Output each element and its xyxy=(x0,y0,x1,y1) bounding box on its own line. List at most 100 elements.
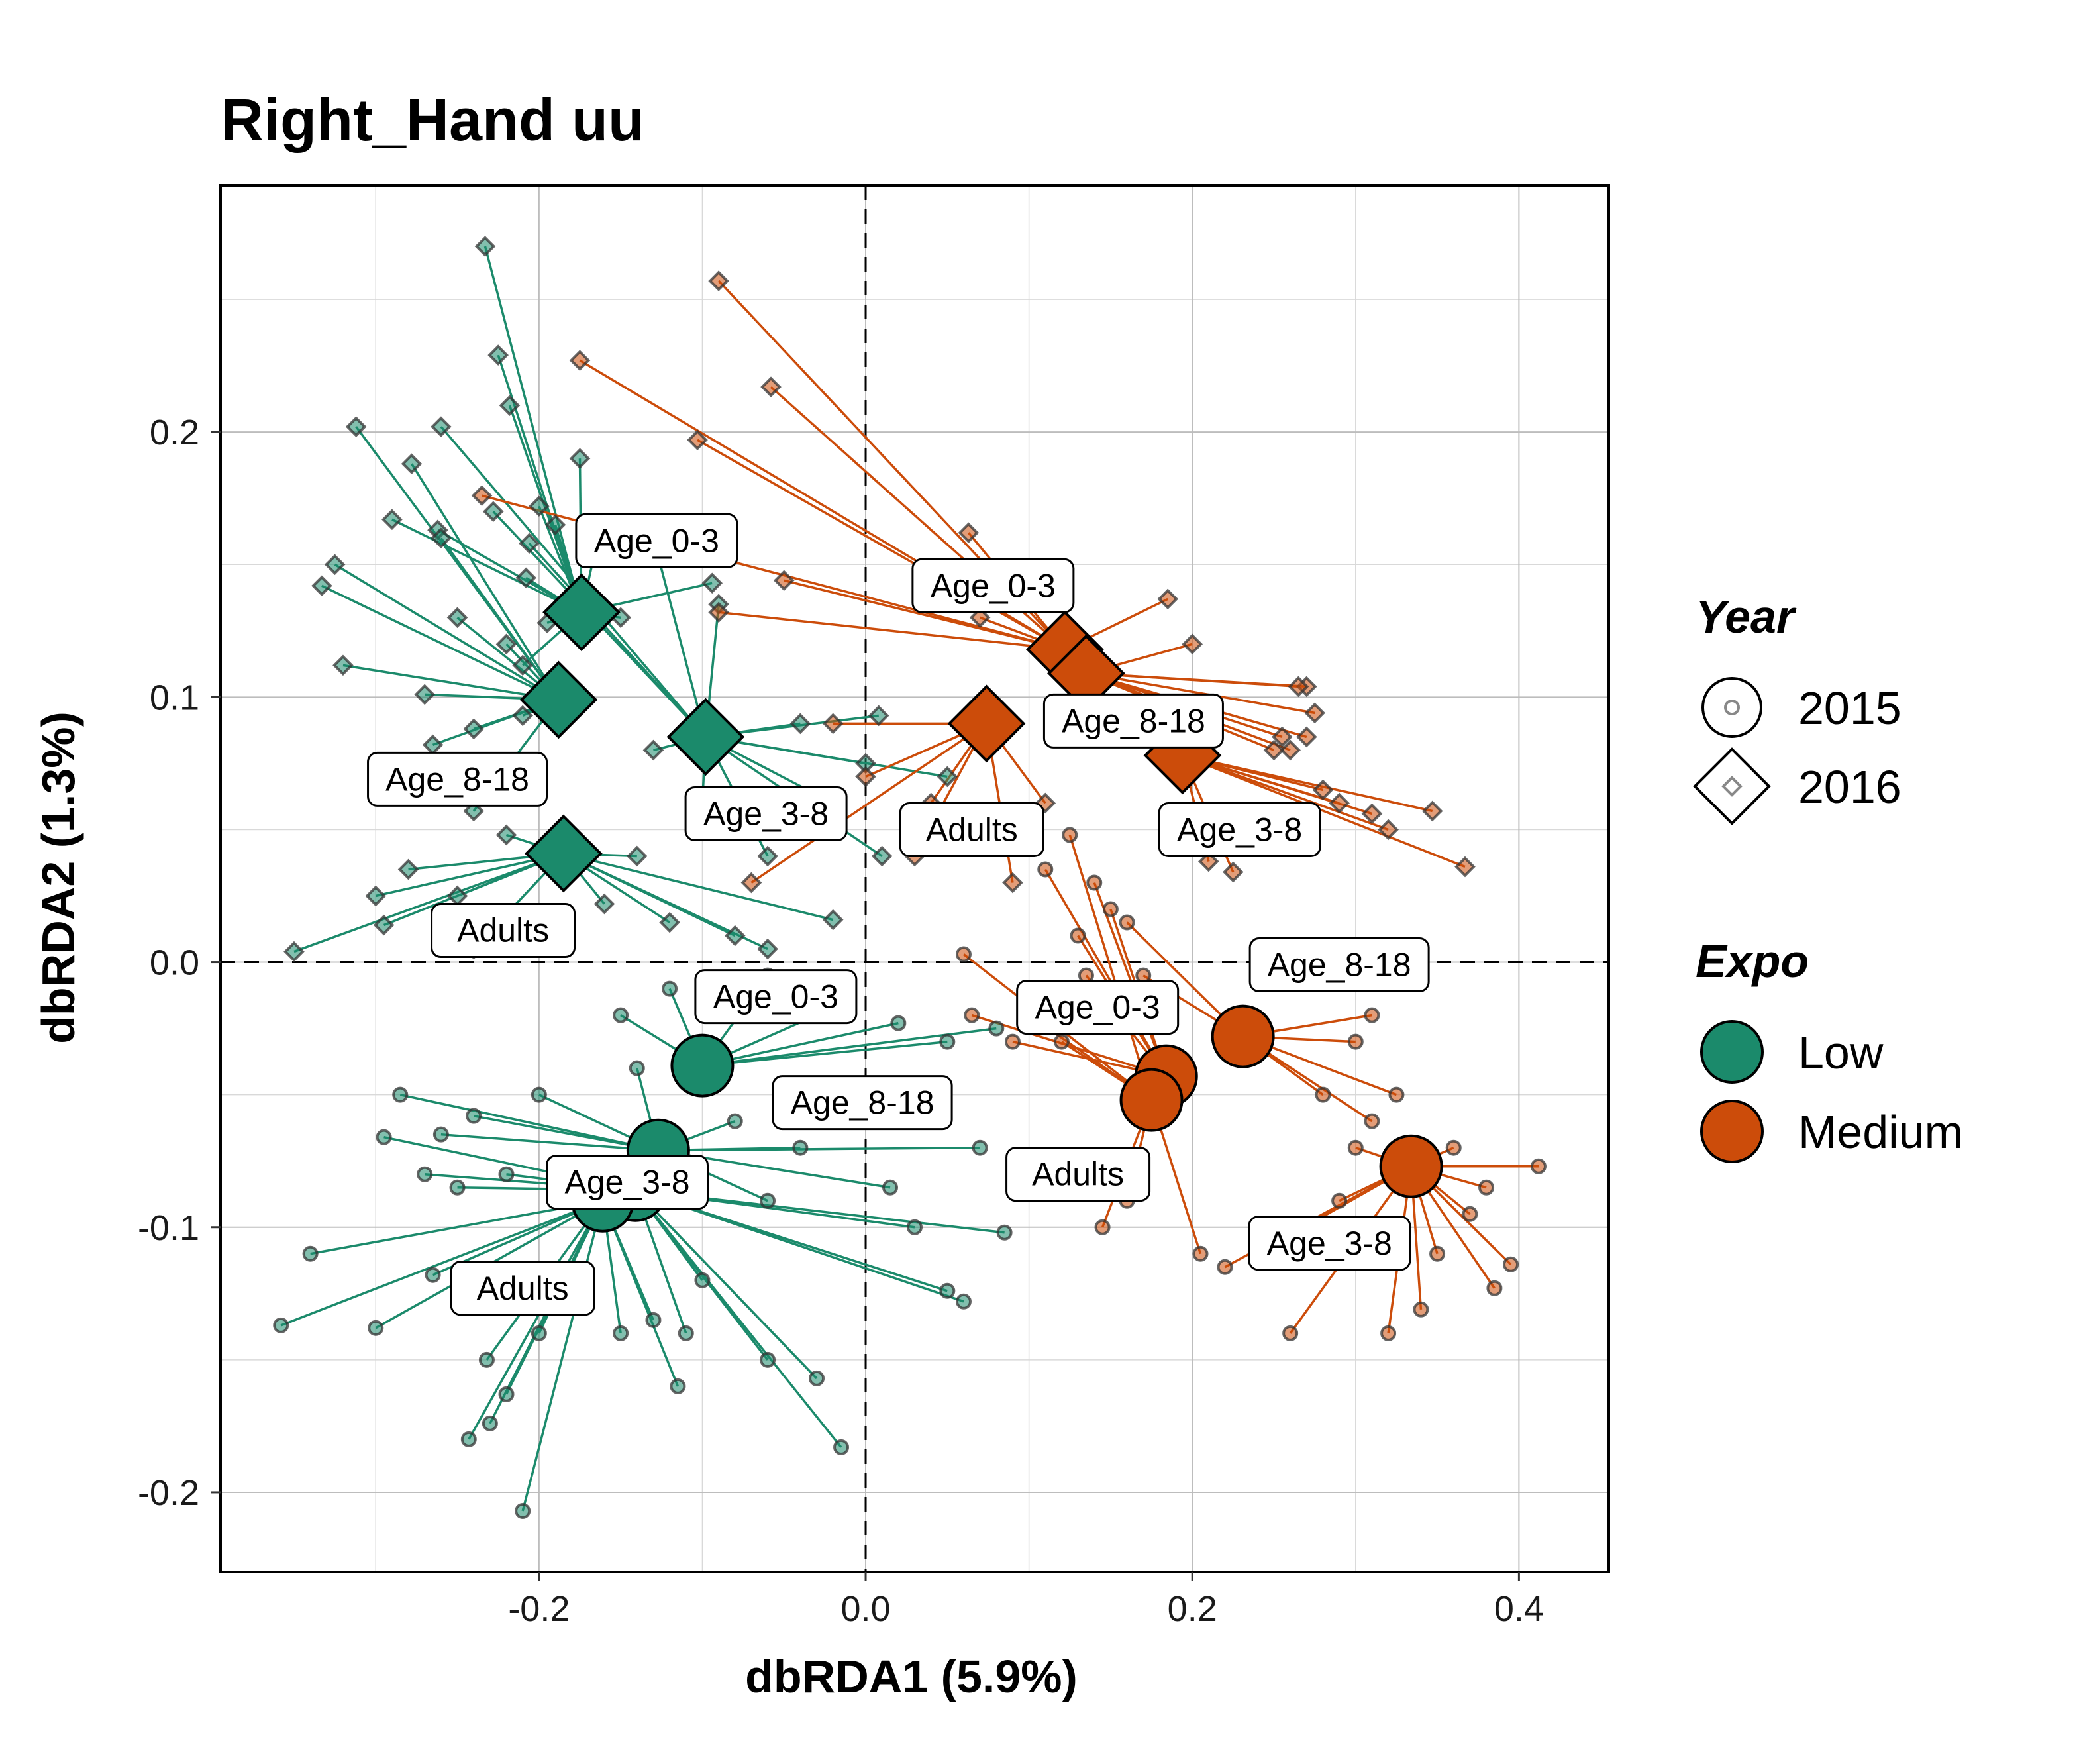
y-tick-label: -0.1 xyxy=(138,1208,199,1248)
y-axis-title: dbRDA2 (1.3%) xyxy=(32,711,84,1044)
sample-point-2016 xyxy=(642,739,664,761)
sample-point-2015 xyxy=(376,1129,392,1145)
sample-point-2015 xyxy=(1478,1179,1495,1196)
sample-point-2016 xyxy=(1361,803,1383,825)
x-tick-label: 0.2 xyxy=(1168,1589,1217,1629)
spider-segment xyxy=(521,1200,604,1512)
x-axis-title: dbRDA1 (5.9%) xyxy=(745,1651,1078,1702)
sample-point-2015 xyxy=(972,1139,988,1156)
centroid-marker-2016 xyxy=(525,814,603,893)
spider-segment xyxy=(440,1133,658,1152)
legend-key-circle xyxy=(1701,677,1762,738)
legend-key-diamond-inner xyxy=(1721,776,1743,797)
sample-point-2016 xyxy=(471,485,493,507)
spider-segment xyxy=(702,1040,948,1067)
sample-point-2015 xyxy=(498,1386,515,1402)
centroid-label-frame xyxy=(431,903,576,959)
centroid-label-box: Adults xyxy=(450,1261,595,1316)
sample-point-2015 xyxy=(939,1033,956,1050)
spider-segment xyxy=(705,735,948,778)
spider-segment xyxy=(652,537,707,737)
sample-point-2016 xyxy=(1182,633,1203,655)
legend-key-diamond xyxy=(1693,747,1771,825)
centroid-label: Age_0-3 xyxy=(713,978,838,1015)
sample-point-2015 xyxy=(1086,874,1103,891)
sample-point-2016 xyxy=(569,350,591,371)
sample-point-2015 xyxy=(1429,1245,1446,1262)
legend-label-expo: Medium xyxy=(1798,1106,1963,1158)
spider-segment xyxy=(528,543,707,738)
sample-point-2015 xyxy=(1347,1033,1364,1050)
sample-point-2016 xyxy=(515,567,536,589)
sample-point-2016 xyxy=(487,344,509,366)
sample-point-2016 xyxy=(529,495,550,517)
sample-point-2016 xyxy=(569,448,591,470)
sample-point-2016 xyxy=(512,705,534,727)
spider-segment xyxy=(280,1200,603,1327)
sample-point-2016 xyxy=(760,376,782,397)
spider-segment xyxy=(601,1200,680,1387)
centroid-marker-2015 xyxy=(1211,1004,1275,1068)
sample-point-2016 xyxy=(773,570,795,592)
sample-point-2016 xyxy=(1421,800,1443,822)
spider-segment xyxy=(718,611,1066,651)
sample-point-2015 xyxy=(662,980,678,997)
centroid-label-frame xyxy=(1158,802,1321,857)
sample-point-2015 xyxy=(694,1272,711,1288)
centroid-label-box: Age_0-3 xyxy=(911,558,1075,613)
spider-segment xyxy=(1182,754,1466,868)
legend-key-expo xyxy=(1700,1100,1764,1163)
sample-point-2015 xyxy=(988,1020,1005,1037)
sample-point-2016 xyxy=(1454,856,1476,878)
legend-key-expo xyxy=(1700,1020,1764,1084)
sample-point-2015 xyxy=(613,1325,629,1341)
centroid-label-frame xyxy=(911,558,1075,613)
centroid-label-frame xyxy=(575,513,738,568)
centroid-label-box: Age_0-3 xyxy=(575,513,738,568)
spider-segment xyxy=(563,852,834,921)
sample-point-2016 xyxy=(373,914,395,936)
spider-segment xyxy=(702,1021,899,1067)
sample-point-2015 xyxy=(939,1282,956,1299)
spider-segment xyxy=(1086,672,1315,715)
sample-point-2016 xyxy=(1263,739,1285,761)
spider-segment xyxy=(411,463,560,701)
centroid-label-frame xyxy=(899,802,1044,857)
sample-point-2015 xyxy=(425,1267,441,1283)
sample-point-2015 xyxy=(645,1312,662,1328)
sample-point-2016 xyxy=(822,713,844,735)
sample-point-2015 xyxy=(760,1351,776,1368)
sample-point-2015 xyxy=(432,1126,449,1143)
centroid-label: Age_3-8 xyxy=(1267,1225,1392,1262)
sample-point-2015 xyxy=(1388,1086,1405,1103)
sample-point-2015 xyxy=(460,1431,477,1447)
sample-point-2016 xyxy=(687,429,708,451)
spider-segment xyxy=(658,1146,980,1152)
centroid-label-box: Adults xyxy=(1005,1147,1151,1202)
sample-point-2015 xyxy=(302,1245,319,1262)
sample-point-2016 xyxy=(1378,819,1399,841)
spider-segment xyxy=(321,584,560,701)
sample-point-2015 xyxy=(1282,1325,1299,1341)
centroid-label: Adults xyxy=(1032,1156,1124,1193)
y-tick-label: 0.1 xyxy=(150,678,199,717)
centroid-label: Age_0-3 xyxy=(931,567,1056,604)
sample-point-2015 xyxy=(1331,1192,1348,1209)
sample-point-2015 xyxy=(1347,1139,1364,1156)
centroid-label-frame xyxy=(1016,980,1180,1035)
spider-segment xyxy=(1044,868,1168,1077)
sample-point-2016 xyxy=(519,533,540,554)
spider-segment xyxy=(293,852,564,953)
sample-point-2015 xyxy=(670,1378,686,1394)
sample-point-2015 xyxy=(1503,1256,1519,1272)
sample-point-2015 xyxy=(1364,1113,1380,1129)
centroid-label: Age_0-3 xyxy=(1035,989,1160,1026)
chart-title: Right_Hand uu xyxy=(221,87,644,154)
sample-point-2016 xyxy=(365,885,387,907)
centroid-label: Age_3-8 xyxy=(564,1164,689,1201)
sample-point-2016 xyxy=(544,514,566,536)
sample-point-2015 xyxy=(760,1192,776,1209)
